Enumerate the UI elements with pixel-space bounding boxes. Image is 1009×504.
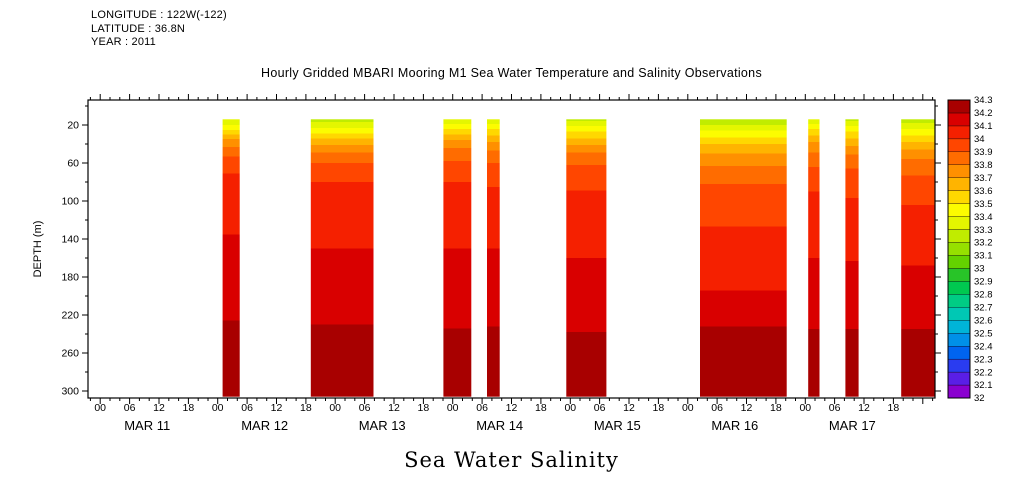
svg-text:100: 100 [61, 196, 79, 208]
svg-text:34: 34 [974, 134, 985, 145]
svg-text:18: 18 [418, 402, 430, 414]
svg-text:34.2: 34.2 [974, 108, 993, 119]
plot-frame [87, 99, 936, 399]
svg-text:34.3: 34.3 [974, 95, 993, 106]
svg-text:33: 33 [974, 264, 985, 275]
svg-text:32.9: 32.9 [974, 277, 993, 288]
svg-text:12: 12 [271, 402, 283, 414]
svg-text:00: 00 [799, 402, 811, 414]
svg-text:32: 32 [974, 393, 985, 404]
svg-text:18: 18 [653, 402, 665, 414]
year-label: YEAR : 2011 [91, 36, 156, 48]
salinity-band [808, 119, 820, 397]
svg-text:300: 300 [61, 386, 79, 398]
svg-text:MAR 13: MAR 13 [359, 418, 406, 433]
svg-text:12: 12 [741, 402, 753, 414]
data-bands [222, 119, 935, 397]
svg-text:MAR 15: MAR 15 [594, 418, 641, 433]
svg-text:06: 06 [594, 402, 606, 414]
svg-text:32.1: 32.1 [974, 380, 993, 391]
svg-text:00: 00 [564, 402, 576, 414]
svg-text:06: 06 [124, 402, 136, 414]
svg-text:33.6: 33.6 [974, 186, 993, 197]
svg-text:32.3: 32.3 [974, 354, 993, 365]
svg-text:33.7: 33.7 [974, 173, 993, 184]
svg-text:00: 00 [94, 402, 106, 414]
svg-text:18: 18 [300, 402, 312, 414]
svg-text:33.3: 33.3 [974, 225, 993, 236]
svg-text:32.7: 32.7 [974, 303, 993, 314]
colorbar: 34.3 34.2 34.1 34 33.9 33.8 33.7 33.6 33.5 33.4 33… [947, 95, 993, 404]
svg-text:12: 12 [623, 402, 635, 414]
svg-text:220: 220 [61, 310, 79, 322]
svg-text:00: 00 [329, 402, 341, 414]
svg-text:12: 12 [153, 402, 165, 414]
svg-text:33.2: 33.2 [974, 238, 993, 249]
salinity-band [487, 119, 500, 397]
svg-text:MAR 17: MAR 17 [829, 418, 876, 433]
svg-text:180: 180 [61, 272, 79, 284]
svg-text:18: 18 [888, 402, 900, 414]
salinity-band [845, 119, 859, 397]
svg-text:60: 60 [67, 158, 79, 170]
axis-ticks [82, 94, 941, 404]
plot-footer-label: Sea Water Salinity [404, 448, 619, 472]
salinity-band [222, 119, 240, 397]
svg-text:06: 06 [476, 402, 488, 414]
svg-text:18: 18 [770, 402, 782, 414]
svg-text:06: 06 [711, 402, 723, 414]
svg-text:MAR 12: MAR 12 [241, 418, 288, 433]
svg-text:32.8: 32.8 [974, 290, 993, 301]
svg-text:18: 18 [535, 402, 547, 414]
salinity-band [310, 119, 374, 397]
svg-text:00: 00 [447, 402, 459, 414]
svg-text:12: 12 [858, 402, 870, 414]
svg-text:33.4: 33.4 [974, 212, 993, 223]
svg-text:34.1: 34.1 [974, 121, 993, 132]
svg-text:32.2: 32.2 [974, 367, 993, 378]
salinity-band [566, 119, 607, 397]
plot-header-info: LONGITUDE : 122W(-122) LATITUDE : 36.8N … [91, 9, 227, 50]
svg-text:06: 06 [359, 402, 371, 414]
salinity-band [700, 119, 787, 397]
plot-title: Hourly Gridded MBARI Mooring M1 Sea Wate… [261, 66, 762, 80]
svg-text:32.6: 32.6 [974, 316, 993, 327]
longitude-label: LONGITUDE : 122W(-122) [91, 9, 227, 21]
svg-text:06: 06 [241, 402, 253, 414]
svg-text:MAR 16: MAR 16 [711, 418, 758, 433]
svg-text:33.9: 33.9 [974, 147, 993, 158]
svg-text:32.4: 32.4 [974, 341, 993, 352]
svg-text:260: 260 [61, 348, 79, 360]
svg-text:33.1: 33.1 [974, 251, 993, 262]
y-axis-title: DEPTH (m) [32, 221, 44, 278]
svg-text:00: 00 [212, 402, 224, 414]
svg-text:MAR 11: MAR 11 [124, 418, 170, 433]
svg-text:18: 18 [183, 402, 195, 414]
svg-text:06: 06 [829, 402, 841, 414]
svg-text:MAR 14: MAR 14 [476, 418, 523, 433]
salinity-band [901, 119, 935, 397]
svg-text:33.8: 33.8 [974, 160, 993, 171]
svg-text:00: 00 [682, 402, 694, 414]
svg-text:140: 140 [61, 234, 79, 246]
svg-text:32.5: 32.5 [974, 328, 993, 339]
svg-text:20: 20 [67, 120, 79, 132]
latitude-label: LATITUDE : 36.8N [91, 22, 186, 35]
svg-text:12: 12 [506, 402, 518, 414]
svg-text:12: 12 [388, 402, 400, 414]
axis-labels: 00 06 12 18 00 06 12 18 00 06 12 18 00 06 12 18 00 06 12 18… [32, 120, 899, 434]
svg-text:33.5: 33.5 [974, 199, 993, 210]
salinity-band [443, 119, 472, 397]
